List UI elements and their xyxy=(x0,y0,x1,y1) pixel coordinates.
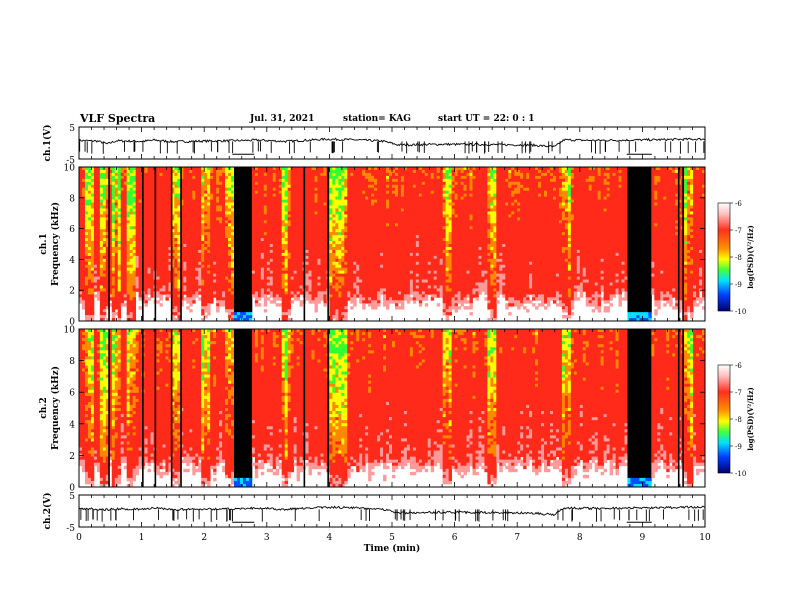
x-tick-label: 9 xyxy=(640,533,646,543)
y-axis-label: ch.2 xyxy=(39,397,49,418)
y-tick-label: 2 xyxy=(69,452,75,462)
y-axis-label: ch.2(V) xyxy=(42,493,53,530)
colorbar-tick-label: -6 xyxy=(735,200,742,208)
x-tick-label: 5 xyxy=(389,533,395,543)
chart-title: VLF Spectra xyxy=(80,112,155,125)
y-tick-label: 4 xyxy=(69,256,75,266)
date-label: Jul. 31, 2021 xyxy=(250,114,314,124)
y-axis-label: Frequency (kHz) xyxy=(50,202,61,286)
y-tick-label: -5 xyxy=(66,524,75,534)
colorbar-label: log(PSD)(V²/Hz) xyxy=(746,225,755,289)
y-axis-label: ch.1 xyxy=(39,233,49,254)
x-tick-label: 3 xyxy=(264,533,270,543)
colorbar xyxy=(717,364,731,474)
x-tick-label: 7 xyxy=(514,533,520,543)
x-tick-label: 10 xyxy=(699,533,711,543)
x-tick-label: 6 xyxy=(452,533,458,543)
colorbar-tick-label: -8 xyxy=(735,254,742,262)
colorbar-tick-label: -10 xyxy=(735,308,746,316)
y-tick-label: 5 xyxy=(69,492,75,502)
y-tick-label: 0 xyxy=(69,318,75,328)
waveform-trace xyxy=(78,137,706,148)
colorbar-tick-label: -9 xyxy=(735,443,742,451)
spectrogram-cells xyxy=(79,167,706,322)
start-ut-label: start UT = 22: 0 : 1 xyxy=(438,114,535,124)
colorbar-tick-label: -8 xyxy=(735,416,742,424)
colorbar-tick-label: -9 xyxy=(735,281,742,289)
y-axis-label: ch.1(V) xyxy=(42,125,53,162)
waveform-trace xyxy=(78,505,706,517)
y-tick-label: 0 xyxy=(69,484,75,494)
y-tick-label: -5 xyxy=(66,156,75,166)
y-tick-label: 10 xyxy=(64,326,76,336)
colorbar-tick-label: -10 xyxy=(735,470,746,478)
y-tick-label: 8 xyxy=(69,194,75,204)
y-tick-label: 5 xyxy=(69,124,75,134)
x-tick-label: 4 xyxy=(327,533,333,543)
x-tick-label: 1 xyxy=(139,533,145,543)
colorbar-tick-label: -7 xyxy=(735,227,742,235)
x-tick-label: 0 xyxy=(76,533,82,543)
y-tick-label: 6 xyxy=(69,225,75,235)
x-tick-label: 2 xyxy=(201,533,207,543)
colorbar xyxy=(717,202,731,312)
x-tick-label: 8 xyxy=(577,533,583,543)
x-axis-label: Time (min) xyxy=(364,543,421,554)
station-label: station= KAG xyxy=(343,114,411,124)
y-tick-label: 4 xyxy=(69,420,75,430)
y-tick-label: 10 xyxy=(64,164,76,174)
colorbar-tick-label: -7 xyxy=(735,389,742,397)
y-tick-label: 2 xyxy=(69,287,75,297)
colorbar-tick-label: -6 xyxy=(735,362,742,370)
y-axis-label: Frequency (kHz) xyxy=(50,366,61,450)
spectrogram-cells xyxy=(79,329,706,488)
y-tick-label: 6 xyxy=(69,389,75,399)
colorbar-label: log(PSD)(V²/Hz) xyxy=(746,387,755,451)
y-tick-label: 8 xyxy=(69,357,75,367)
